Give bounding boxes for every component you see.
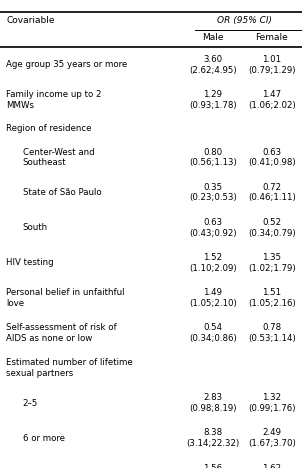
- Text: 0.63
(0.41;0.98): 0.63 (0.41;0.98): [248, 147, 296, 168]
- Text: HIV testing: HIV testing: [6, 258, 54, 267]
- Text: Center-West and
Southeast: Center-West and Southeast: [23, 147, 94, 168]
- Text: 1.32
(0.99;1.76): 1.32 (0.99;1.76): [248, 393, 296, 413]
- Text: Family income up to 2
MMWs: Family income up to 2 MMWs: [6, 90, 101, 110]
- Text: Covariable: Covariable: [6, 15, 55, 25]
- Text: OR (95% CI): OR (95% CI): [217, 15, 272, 25]
- Text: 1.35
(1.02;1.79): 1.35 (1.02;1.79): [248, 253, 296, 273]
- Text: 3.60
(2.62;4.95): 3.60 (2.62;4.95): [189, 55, 237, 75]
- Text: 8.38
(3.14;22.32): 8.38 (3.14;22.32): [186, 428, 239, 448]
- Text: 2–5: 2–5: [23, 399, 38, 408]
- Text: 1.47
(1.06;2.02): 1.47 (1.06;2.02): [248, 90, 296, 110]
- Text: 0.35
(0.23;0.53): 0.35 (0.23;0.53): [189, 183, 237, 203]
- Text: Female: Female: [255, 33, 288, 43]
- Text: 0.72
(0.46;1.11): 0.72 (0.46;1.11): [248, 183, 296, 203]
- Text: 1.01
(0.79;1.29): 1.01 (0.79;1.29): [248, 55, 296, 75]
- Text: 1.51
(1.05;2.16): 1.51 (1.05;2.16): [248, 288, 296, 308]
- Text: 2.49
(1.67;3.70): 2.49 (1.67;3.70): [248, 428, 296, 448]
- Text: 1.49
(1.05;2.10): 1.49 (1.05;2.10): [189, 288, 237, 308]
- Text: 1.29
(0.93;1.78): 1.29 (0.93;1.78): [189, 90, 237, 110]
- Text: 0.80
(0.56;1.13): 0.80 (0.56;1.13): [189, 147, 237, 168]
- Text: 1.52
(1.10;2.09): 1.52 (1.10;2.09): [189, 253, 237, 273]
- Text: 0.63
(0.43;0.92): 0.63 (0.43;0.92): [189, 218, 237, 238]
- Text: 2.83
(0.98;8.19): 2.83 (0.98;8.19): [189, 393, 237, 413]
- Text: Estimated number of lifetime
sexual partners: Estimated number of lifetime sexual part…: [6, 358, 133, 378]
- Text: 1.56
(0.97;2.52): 1.56 (0.97;2.52): [189, 463, 237, 468]
- Text: 6 or more: 6 or more: [23, 434, 65, 443]
- Text: 0.78
(0.53;1.14): 0.78 (0.53;1.14): [248, 323, 296, 343]
- Text: State of São Paulo: State of São Paulo: [23, 188, 101, 197]
- Text: 0.54
(0.34;0.86): 0.54 (0.34;0.86): [189, 323, 237, 343]
- Text: Age group 35 years or more: Age group 35 years or more: [6, 60, 127, 69]
- Text: Self-assessment of risk of
AIDS as none or low: Self-assessment of risk of AIDS as none …: [6, 323, 117, 343]
- Text: Region of residence: Region of residence: [6, 124, 92, 133]
- Text: 1.62
(1.17;2.25): 1.62 (1.17;2.25): [248, 463, 296, 468]
- Text: Personal belief in unfaithful
love: Personal belief in unfaithful love: [6, 288, 124, 308]
- Text: South: South: [23, 223, 48, 232]
- Text: 0.52
(0.34;0.79): 0.52 (0.34;0.79): [248, 218, 296, 238]
- Text: Male: Male: [202, 33, 224, 43]
